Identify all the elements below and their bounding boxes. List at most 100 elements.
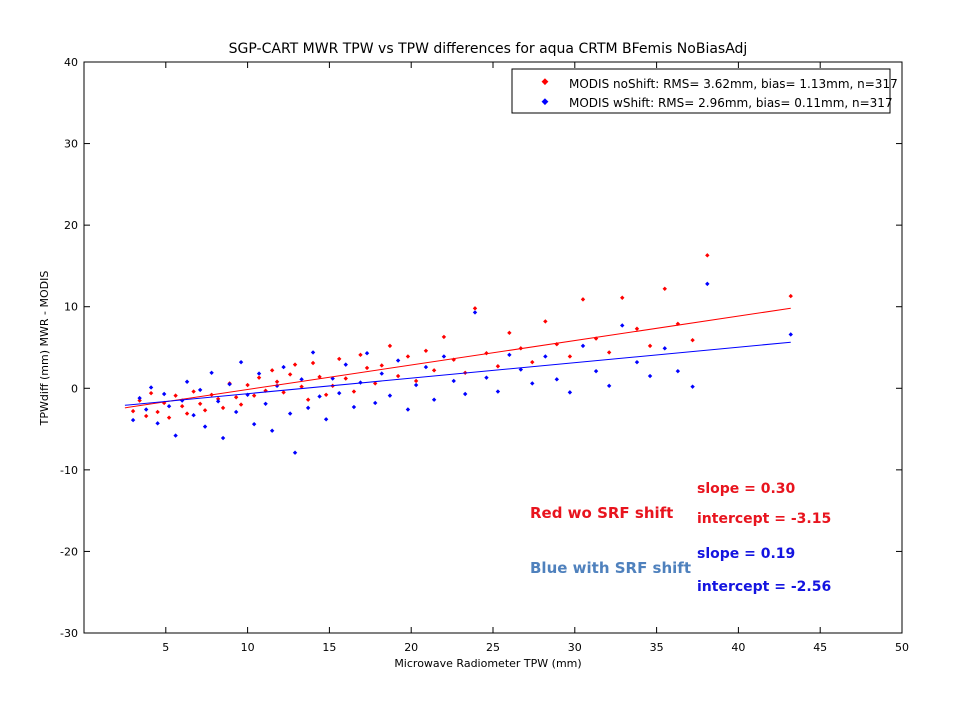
red-data-point: [202, 408, 208, 413]
blue-data-point: [530, 381, 535, 386]
red-data-point: [351, 389, 357, 394]
red-data-point: [413, 378, 419, 384]
y-axis-ticks: -30 -20 -10 0 10 20 30 40: [60, 56, 902, 640]
x-axis-ticks: 5 10 15 20 25 30 35 40 45 50: [162, 62, 909, 654]
blue-data-point: [364, 351, 370, 356]
red-data-point: [233, 395, 239, 400]
red-data-point: [281, 390, 286, 395]
red-data-point: [495, 364, 501, 369]
blue-data-point: [155, 421, 160, 426]
x-tick-label: 50: [895, 641, 909, 654]
x-tick-label: 40: [731, 641, 745, 654]
annotation-blue-label: Blue with SRF shift: [530, 559, 691, 577]
red-data-point: [215, 396, 221, 402]
blue-data-point: [788, 332, 793, 337]
blue-data-point: [705, 281, 710, 287]
red-data-point: [197, 401, 203, 406]
plot-area: [83, 61, 903, 634]
red-data-point: [130, 408, 136, 414]
legend-marker-red: ◆: [542, 76, 549, 86]
red-data-point: [305, 397, 311, 402]
annotation-red-label: Red wo SRF shift: [530, 504, 674, 522]
y-tick-label: -10: [60, 464, 78, 477]
red-data-point: [251, 393, 257, 398]
series-blue-points: [130, 281, 793, 455]
legend-entry-red: MODIS noShift: RMS= 3.62mm, bias= 1.13mm…: [569, 77, 898, 91]
blue-data-point: [184, 379, 190, 384]
blue-data-point: [256, 371, 262, 376]
red-data-point: [317, 374, 322, 380]
blue-data-point: [495, 389, 501, 394]
red-data-point: [287, 372, 293, 377]
x-tick-label: 30: [568, 641, 582, 654]
blue-data-point: [472, 310, 478, 315]
blue-data-point: [323, 417, 329, 422]
blue-data-point: [317, 394, 322, 399]
red-data-point: [405, 354, 411, 359]
red-data-point: [507, 330, 512, 336]
red-data-point: [662, 286, 667, 291]
blue-data-point: [220, 435, 226, 441]
blue-data-point: [675, 368, 681, 374]
blue-data-point: [484, 375, 489, 380]
annotation-red-intercept: intercept = -3.15: [697, 511, 832, 527]
blue-data-point: [423, 364, 429, 370]
red-data-point: [245, 382, 250, 388]
red-data-point: [543, 319, 548, 324]
blue-data-point: [554, 377, 560, 382]
red-data-point: [788, 293, 793, 299]
blue-data-point: [191, 413, 196, 418]
legend-marker-blue: ◆: [542, 96, 549, 106]
y-tick-label: 30: [64, 138, 78, 151]
blue-data-point: [413, 382, 419, 388]
red-data-point: [358, 352, 363, 358]
blue-fit-line: [124, 341, 791, 406]
blue-data-point: [251, 421, 257, 427]
red-data-point: [173, 393, 178, 398]
blue-data-point: [373, 400, 378, 406]
blue-data-point: [580, 343, 586, 349]
y-tick-label: -30: [60, 627, 78, 640]
blue-data-point: [662, 346, 667, 351]
blue-data-point: [130, 417, 136, 423]
x-tick-label: 35: [650, 641, 664, 654]
blue-data-point: [197, 387, 203, 393]
blue-data-point: [202, 424, 208, 429]
blue-data-point: [233, 409, 239, 415]
red-data-point: [423, 348, 429, 353]
blue-data-point: [431, 397, 437, 402]
red-data-point: [634, 326, 640, 331]
legend-box: [511, 68, 891, 114]
blue-data-point: [166, 404, 172, 409]
blue-data-point: [281, 364, 286, 370]
blue-data-point: [143, 407, 149, 412]
red-data-point: [143, 413, 149, 419]
annotation-blue-intercept: intercept = -2.56: [697, 579, 832, 595]
blue-data-point: [387, 393, 393, 398]
y-tick-label: 20: [64, 219, 78, 232]
blue-data-point: [567, 390, 573, 395]
legend: ◆ MODIS noShift: RMS= 3.62mm, bias= 1.13…: [511, 68, 898, 114]
x-tick-label: 5: [162, 641, 169, 654]
blue-data-point: [462, 391, 468, 397]
x-tick-label: 15: [322, 641, 336, 654]
y-axis-label: TPWdiff (mm) MWR - MODIS: [38, 271, 51, 427]
x-tick-label: 25: [486, 641, 500, 654]
blue-data-point: [299, 377, 304, 382]
x-tick-label: 10: [241, 641, 255, 654]
red-data-point: [148, 390, 154, 396]
red-data-point: [310, 360, 316, 366]
red-data-point: [554, 342, 560, 347]
red-data-point: [705, 253, 710, 258]
blue-data-point: [379, 371, 384, 376]
blue-data-point: [451, 378, 456, 384]
blue-data-point: [634, 359, 640, 365]
blue-data-point: [620, 323, 625, 328]
x-axis-label: Microwave Radiometer TPW (mm): [394, 657, 581, 670]
red-data-point: [323, 392, 329, 398]
blue-data-point: [647, 373, 653, 379]
blue-data-point: [263, 401, 268, 406]
red-data-point: [620, 295, 625, 300]
red-data-point: [567, 354, 573, 359]
